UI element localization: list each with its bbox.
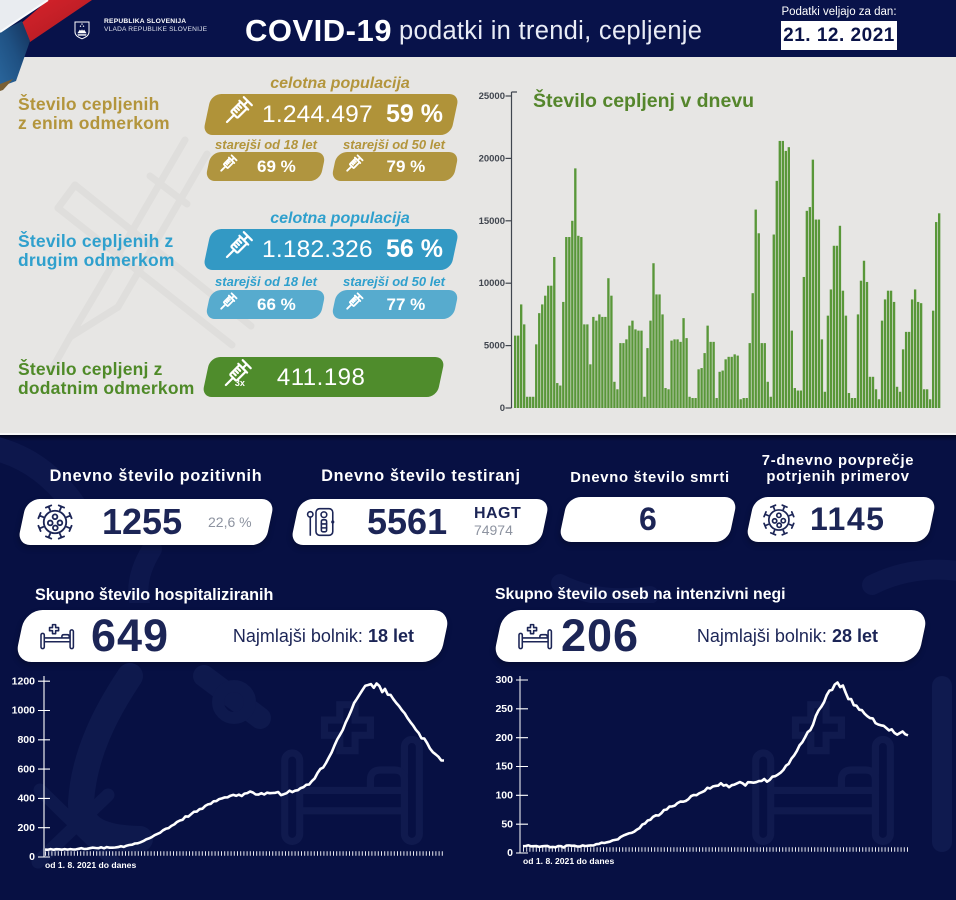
svg-text:0: 0 [29,851,35,863]
svg-text:250: 250 [495,703,513,715]
svg-text:150: 150 [495,761,513,773]
svg-text:25000: 25000 [479,91,505,102]
svg-text:200: 200 [495,732,513,744]
svg-text:0: 0 [500,403,505,414]
svg-text:Število cepljenj v dnevu: Število cepljenj v dnevu [533,88,754,112]
svg-text:od 1. 8. 2021 do danes: od 1. 8. 2021 do danes [45,860,136,870]
svg-text:600: 600 [17,763,35,775]
svg-text:5000: 5000 [484,341,505,352]
svg-text:100: 100 [495,790,513,802]
svg-text:200: 200 [17,822,35,834]
svg-text:0: 0 [507,847,513,859]
svg-text:15000: 15000 [479,216,505,227]
svg-text:800: 800 [17,734,35,746]
svg-text:20000: 20000 [479,153,505,164]
svg-text:10000: 10000 [479,278,505,289]
svg-text:od 1. 8. 2021 do danes: od 1. 8. 2021 do danes [523,856,614,866]
svg-text:400: 400 [17,793,35,805]
svg-text:1000: 1000 [12,705,36,717]
svg-text:50: 50 [501,818,513,830]
svg-text:300: 300 [495,674,513,686]
svg-text:1200: 1200 [12,675,36,687]
